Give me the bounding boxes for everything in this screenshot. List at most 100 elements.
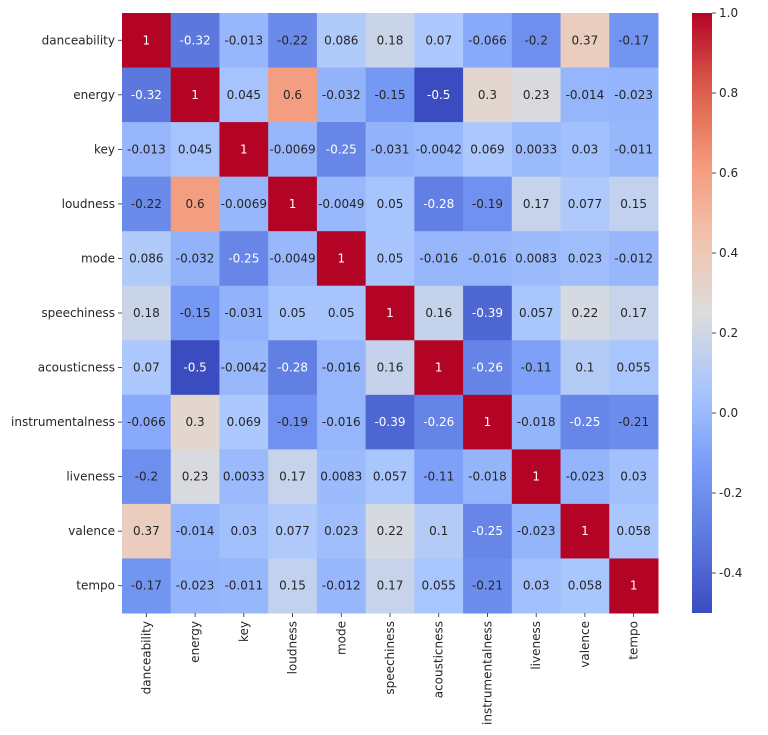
heatmap-cell [122, 231, 172, 287]
cell-value-label: -0.19 [472, 197, 503, 211]
heatmap-cell [609, 67, 659, 123]
heatmap-cell [170, 449, 220, 505]
x-tick-label: energy [188, 621, 202, 663]
heatmap-cell [170, 13, 220, 69]
heatmap-cell [414, 231, 464, 287]
heatmap-cell [414, 13, 464, 69]
cell-value-label: 0.0033 [223, 470, 265, 484]
cell-value-label: 0.05 [377, 251, 404, 265]
heatmap-cell [219, 176, 269, 232]
colorbar-tick-label: 0.4 [719, 246, 738, 260]
heatmap-cell [268, 394, 318, 450]
heatmap-cell [609, 176, 659, 232]
cell-value-label: 0.07 [425, 33, 452, 47]
cell-value-label: 0.23 [182, 470, 209, 484]
heatmap-cell [219, 285, 269, 341]
cell-value-label: -0.15 [374, 88, 405, 102]
heatmap-cell [268, 558, 318, 614]
cell-value-label: 0.1 [575, 361, 594, 375]
heatmap-cell [268, 122, 318, 178]
cell-value-label: 1 [435, 361, 443, 375]
cell-value-label: 0.058 [568, 579, 602, 593]
heatmap-cell [414, 67, 464, 123]
heatmap-cell [170, 394, 220, 450]
cell-value-label: 0.058 [616, 524, 650, 538]
cell-value-label: 0.055 [616, 361, 650, 375]
heatmap-cell [316, 394, 367, 450]
heatmap-cell [365, 231, 415, 287]
heatmap-cell [414, 176, 464, 232]
heatmap-cell [463, 558, 513, 614]
cell-value-label: 1 [630, 579, 638, 593]
cell-value-label: 0.17 [523, 197, 550, 211]
y-tick-labels: danceability energy key loudness mode speechi… [11, 33, 122, 593]
heatmap-cell [609, 394, 659, 450]
cell-value-label: -0.012 [322, 579, 361, 593]
heatmap-cell [463, 122, 513, 178]
cell-value-label: 0.17 [279, 470, 306, 484]
heatmap-cell [170, 122, 220, 178]
colorbar-gradient [692, 13, 712, 613]
heatmap-cell [414, 394, 464, 450]
heatmap-cell [414, 122, 464, 178]
cell-value-label: 0.6 [186, 197, 205, 211]
x-tick-label: speechiness [383, 621, 397, 695]
heatmap-cell [365, 558, 415, 614]
cell-value-label: -0.011 [614, 142, 653, 156]
cell-value-label: -0.023 [176, 579, 215, 593]
cell-value-label: -0.39 [374, 415, 405, 429]
cell-value-label: 0.16 [377, 361, 404, 375]
heatmap-cell [414, 558, 464, 614]
heatmap-cell [414, 503, 464, 559]
colorbar-tick-label: -0.4 [719, 566, 742, 580]
x-tick-label: loudness [286, 621, 300, 674]
cell-value-label: -0.066 [468, 33, 507, 47]
x-tick-labels: danceability energy key loudness mode speechi… [139, 613, 641, 725]
colorbar-tick-label: 0.2 [719, 326, 738, 340]
cell-value-label: -0.39 [472, 306, 503, 320]
heatmap-cell [560, 449, 610, 505]
cell-value-label: -0.031 [371, 142, 410, 156]
cell-value-label: 1 [337, 251, 345, 265]
heatmap-cell [170, 558, 220, 614]
cell-value-label: -0.023 [614, 88, 653, 102]
cell-value-label: -0.023 [517, 524, 556, 538]
cell-value-label: 0.37 [572, 33, 599, 47]
cell-value-label: -0.2 [524, 33, 547, 47]
heatmap-cell [560, 231, 610, 287]
heatmap-cell [365, 503, 415, 559]
heatmap-cell [316, 449, 367, 505]
heatmap-cell [414, 340, 464, 396]
heatmap-cell [219, 340, 269, 396]
heatmap-cell [170, 503, 220, 559]
cell-value-label: -0.032 [322, 88, 361, 102]
cell-value-label: -0.32 [131, 88, 162, 102]
heatmap-cell [560, 340, 610, 396]
heatmap-cell [560, 558, 610, 614]
cell-value-label: -0.0049 [269, 251, 315, 265]
cell-value-label: 0.6 [283, 88, 302, 102]
cell-value-label: -0.0042 [221, 361, 267, 375]
heatmap-cell [122, 394, 172, 450]
heatmap-cell [511, 67, 562, 123]
heatmap-cell [268, 340, 318, 396]
heatmap-cell [219, 13, 269, 69]
cell-value-label: 0.3 [478, 88, 497, 102]
heatmap-cell [511, 285, 562, 341]
heatmap-cell [511, 558, 562, 614]
cell-value-label: 0.18 [133, 306, 160, 320]
heatmap-cell [170, 285, 220, 341]
heatmap-cell [316, 340, 367, 396]
cell-value-label: 0.057 [373, 470, 407, 484]
heatmap-cell [560, 176, 610, 232]
cell-value-label: 0.15 [279, 579, 306, 593]
heatmap-cell [463, 285, 513, 341]
heatmap-cell [414, 285, 464, 341]
heatmap-cell [609, 503, 659, 559]
x-tick-label: liveness [529, 621, 543, 670]
heatmap-cell [463, 340, 513, 396]
heatmap-cell [170, 340, 220, 396]
heatmap-cell [316, 176, 367, 232]
cell-value-label: -0.013 [127, 142, 166, 156]
y-tick-label: danceability [42, 33, 115, 47]
